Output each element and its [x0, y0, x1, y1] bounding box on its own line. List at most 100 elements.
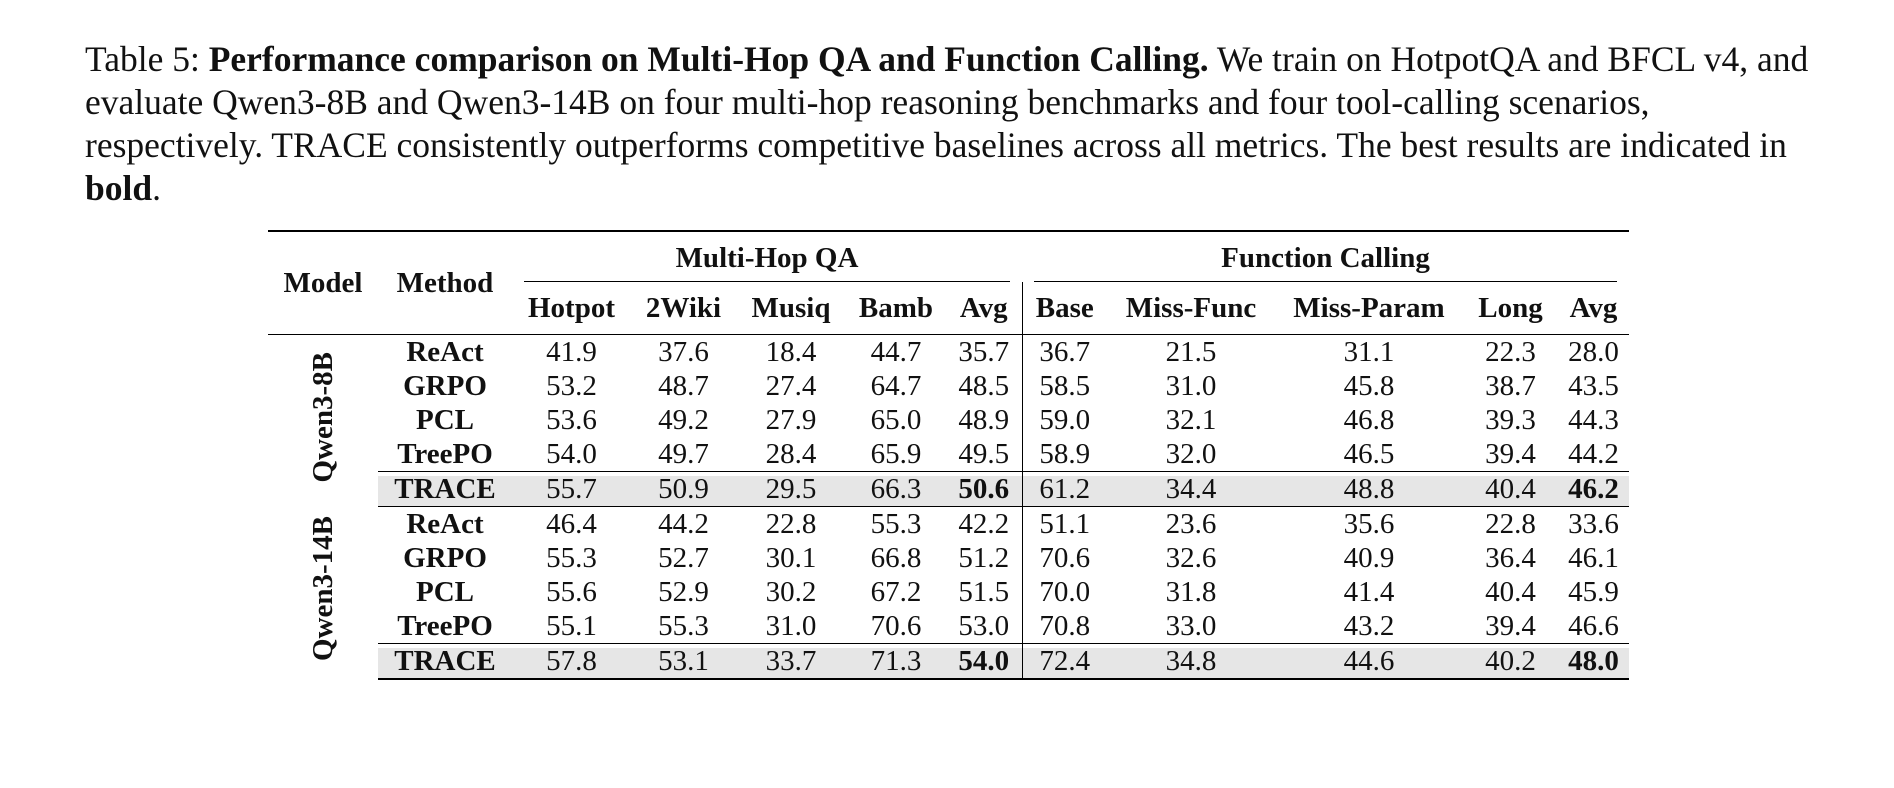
cell: 36.7 [1039, 335, 1091, 368]
cell: 50.9 [631, 471, 736, 507]
cell: 39.3 [1485, 403, 1536, 436]
group-header: Multi-Hop QA [512, 230, 1022, 282]
cell: 22.8 [765, 507, 817, 540]
cell: 30.2 [765, 575, 817, 608]
cell: 29.5 [736, 471, 846, 507]
cell: 45.8 [1343, 369, 1395, 402]
cell: 66.8 [870, 541, 922, 574]
caption: Table 5: Performance comparison on Multi… [85, 38, 1815, 210]
cell: 40.2 [1463, 643, 1558, 680]
cell: 31.0 [1165, 369, 1217, 402]
cell: 21.5 [1165, 335, 1217, 368]
cell: 49.7 [658, 437, 709, 470]
cell: 44.2 [1568, 437, 1619, 470]
cell: 55.3 [870, 507, 922, 540]
cell: 64.7 [870, 369, 922, 402]
cell: 43.2 [1343, 609, 1395, 642]
model-name: Qwen3-8B [306, 351, 339, 483]
model-group: Qwen3-14B ReAct 46.4 44.2 22.8 55.3 42.2 51.1 23… [268, 506, 1630, 680]
method: GRPO [403, 369, 487, 402]
model-label: Qwen3-14B [268, 507, 378, 680]
cell: 53.2 [546, 369, 597, 402]
cell: 22.8 [1485, 507, 1536, 540]
cell: 46.1 [1568, 541, 1619, 574]
method: ReAct [406, 507, 484, 540]
cell: 41.4 [1343, 575, 1395, 608]
group-header: Function Calling [1022, 230, 1630, 282]
group-header-text: Function Calling [1034, 242, 1618, 282]
column-header: 2Wiki [631, 282, 736, 335]
data-row: PCL 55.6 52.9 30.2 67.2 51.5 70.0 31.8 41.4 40.4 4… [268, 575, 1629, 609]
cell: 33.6 [1568, 507, 1619, 540]
model-group: Qwen3-8B ReAct 41.9 37.6 18.4 44.7 35.7 36.7 21.… [268, 334, 1630, 507]
method: TRACE [378, 643, 512, 680]
column-header: Miss-Func [1107, 282, 1275, 335]
cell: 44.6 [1275, 643, 1463, 680]
cell: 54.0 [546, 437, 597, 470]
model-name: Qwen3-14B [306, 516, 339, 662]
column-header: Base [1022, 282, 1107, 335]
cell: 55.3 [546, 541, 597, 574]
cell: 55.1 [546, 609, 597, 642]
data-row: TRACE 57.8 53.1 33.7 71.3 54.0 72.4 34.8 44.6 40.… [268, 643, 1630, 680]
cell: 27.9 [765, 403, 817, 436]
method: ReAct [406, 335, 484, 368]
cell: 66.3 [846, 471, 946, 507]
column-header: Miss-Param [1275, 282, 1463, 335]
data-row: TreePO 55.1 55.3 31.0 70.6 53.0 70.8 33.0 43.2 39… [268, 609, 1629, 644]
method: TRACE [378, 471, 512, 507]
cell: 65.0 [870, 403, 922, 436]
caption-label: Table 5: [85, 39, 200, 79]
results-table: Model Method Multi-Hop QA Function Calling H… [268, 230, 1630, 680]
cell: 57.8 [512, 643, 631, 680]
cell: 44.2 [658, 507, 709, 540]
cell: 49.5 [946, 437, 1023, 472]
cell: 28.0 [1568, 335, 1619, 368]
cell: 48.8 [1275, 471, 1463, 507]
cell: 55.3 [658, 609, 709, 642]
cell: 22.3 [1485, 335, 1536, 368]
cell: 32.6 [1165, 541, 1217, 574]
cell: 58.5 [1039, 369, 1091, 402]
cell: 28.4 [765, 437, 817, 470]
cell: 70.0 [1039, 575, 1091, 608]
cell: 46.4 [546, 507, 597, 540]
column-header: Bamb [846, 282, 946, 335]
cell: 42.2 [946, 506, 1023, 541]
column-header: Long [1463, 282, 1558, 335]
subheader-row: Hotpot 2Wiki Musiq Bamb Avg Base Miss-Func Miss… [268, 282, 1630, 335]
cell: 48.9 [946, 403, 1023, 437]
cell: 53.0 [946, 609, 1023, 644]
cell: 48.7 [658, 369, 709, 402]
cell: 31.8 [1165, 575, 1217, 608]
caption-emphasis: bold [85, 168, 153, 208]
cell: 40.4 [1485, 575, 1536, 608]
method: TreePO [397, 609, 493, 642]
model-label: Qwen3-8B [268, 335, 378, 507]
cell: 51.5 [946, 575, 1023, 609]
cell: 33.0 [1165, 609, 1217, 642]
header-row: Model Method Multi-Hop QA Function Calling [268, 230, 1630, 335]
cell: 46.5 [1343, 437, 1395, 470]
cell: 38.7 [1485, 369, 1536, 402]
cell: 70.6 [1039, 541, 1091, 574]
caption-end: . [152, 168, 161, 208]
cell: 31.1 [1343, 335, 1395, 368]
cell: 70.8 [1039, 609, 1091, 642]
cell: 59.0 [1039, 403, 1091, 436]
cell: 46.2 [1558, 471, 1630, 507]
cell: 55.7 [512, 471, 631, 507]
data-row: TRACE 55.7 50.9 29.5 66.3 50.6 61.2 34.4 48.8 40.… [268, 471, 1630, 507]
cell: 52.9 [658, 575, 709, 608]
cell: 71.3 [846, 643, 946, 680]
cell: 44.7 [870, 335, 922, 368]
cell: 52.7 [658, 541, 709, 574]
column-header: Musiq [736, 282, 846, 335]
cell: 32.1 [1165, 403, 1217, 436]
cell: 58.9 [1039, 437, 1091, 470]
cell: 46.8 [1343, 403, 1395, 436]
cell: 67.2 [870, 575, 922, 608]
caption-text: We train on HotpotQA and BFCL v4, and ev… [85, 39, 1809, 165]
cell: 51.1 [1039, 507, 1091, 540]
